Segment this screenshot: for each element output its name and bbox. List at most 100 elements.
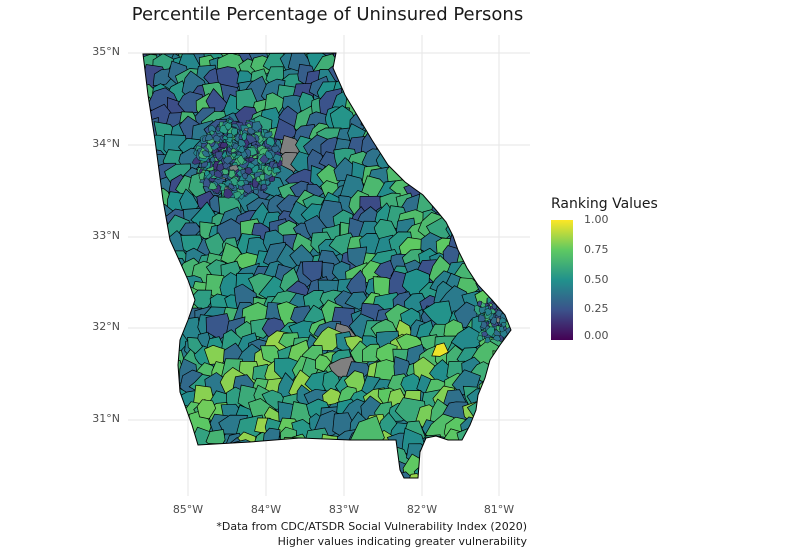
census-tract: [231, 152, 237, 158]
census-tract: [469, 146, 495, 175]
legend-title: Ranking Values: [551, 196, 658, 212]
census-tract: [121, 64, 143, 83]
census-tract: [251, 121, 263, 132]
census-tract: [497, 224, 511, 243]
census-tract: [204, 133, 214, 141]
census-tract: [478, 313, 486, 323]
census-tract: [502, 300, 511, 309]
census-tract: [415, 53, 441, 74]
census-tract: [500, 134, 511, 165]
census-tract: [248, 156, 255, 163]
census-tract: [468, 192, 493, 214]
census-tract: [143, 177, 144, 208]
census-tract: [292, 455, 317, 478]
census-tract: [166, 474, 191, 478]
census-tract: [152, 316, 178, 346]
census-tract: [484, 417, 508, 444]
census-tract: [143, 281, 148, 307]
census-tract: [143, 276, 164, 301]
census-tract: [233, 191, 242, 200]
census-tract: [505, 424, 511, 451]
census-tract: [459, 219, 477, 245]
census-tract: [230, 148, 237, 153]
census-tract: [391, 87, 419, 118]
census-tract: [205, 456, 226, 478]
census-tract: [432, 53, 459, 78]
census-tract: [222, 135, 229, 140]
census-tract: [148, 249, 171, 273]
census-tract: [500, 300, 509, 306]
census-tract: [143, 247, 145, 275]
census-tract: [484, 451, 511, 478]
census-tract: [484, 308, 493, 316]
census-tract: [193, 451, 221, 478]
census-tract: [226, 146, 233, 153]
census-tract: [146, 342, 172, 365]
legend-label-0-75: 0.75: [584, 243, 609, 256]
census-tract: [499, 209, 511, 225]
census-tract: [143, 136, 154, 166]
census-tract: [499, 55, 511, 81]
census-tract: [476, 334, 484, 341]
census-tract: [153, 361, 175, 382]
census-tract: [460, 178, 485, 204]
census-tract: [498, 297, 509, 306]
census-tract: [193, 471, 214, 478]
census-tract: [143, 202, 160, 230]
census-tract: [459, 145, 486, 173]
census-tract: [499, 302, 506, 309]
census-tract: [496, 172, 511, 192]
census-tract: [457, 240, 480, 259]
census-tract: [401, 56, 425, 76]
lat-tick-32: 32°N: [92, 320, 120, 333]
census-tract: [490, 316, 498, 325]
census-tract: [447, 164, 469, 192]
census-tract: [402, 111, 434, 135]
census-tract: [435, 106, 453, 128]
census-tract: [198, 171, 205, 181]
census-tract: [343, 54, 367, 78]
legend-colorbar: [551, 220, 573, 340]
census-tract: [484, 336, 491, 344]
census-tract: [482, 176, 510, 205]
census-tract: [268, 176, 276, 183]
census-tract: [444, 204, 470, 230]
census-tract: [209, 130, 215, 136]
census-tract: [401, 92, 428, 123]
census-tract: [365, 65, 387, 87]
census-tract: [315, 354, 332, 372]
census-tract: [421, 179, 445, 200]
census-tract: [256, 455, 289, 478]
census-tract: [223, 188, 234, 199]
census-tract: [505, 80, 511, 102]
census-tract: [373, 446, 399, 474]
census-tract: [143, 202, 148, 232]
census-tract: [151, 278, 174, 302]
census-tract: [498, 246, 511, 270]
census-tract: [228, 169, 236, 179]
census-tract: [431, 60, 458, 87]
census-tract: [476, 87, 500, 109]
census-tract: [143, 372, 153, 395]
census-tract: [351, 65, 375, 94]
census-tract: [241, 172, 248, 180]
census-tract: [448, 479, 468, 498]
census-tract: [446, 439, 476, 470]
census-tract: [278, 472, 301, 478]
census-tract: [421, 151, 445, 174]
census-tract: [246, 134, 258, 144]
census-tract: [479, 428, 499, 448]
census-tract: [143, 251, 162, 276]
census-tract: [143, 161, 147, 189]
lon-tick-83: 83°W: [328, 503, 360, 516]
census-tract: [456, 53, 486, 64]
census-tract: [475, 230, 499, 254]
census-tract: [249, 471, 275, 478]
census-tract: [152, 449, 174, 465]
census-tract: [445, 193, 470, 218]
legend-label-0-50: 0.50: [584, 273, 609, 286]
census-tract: [187, 337, 203, 355]
census-tract: [306, 456, 328, 478]
census-tract: [502, 258, 511, 281]
census-tract: [450, 66, 471, 91]
